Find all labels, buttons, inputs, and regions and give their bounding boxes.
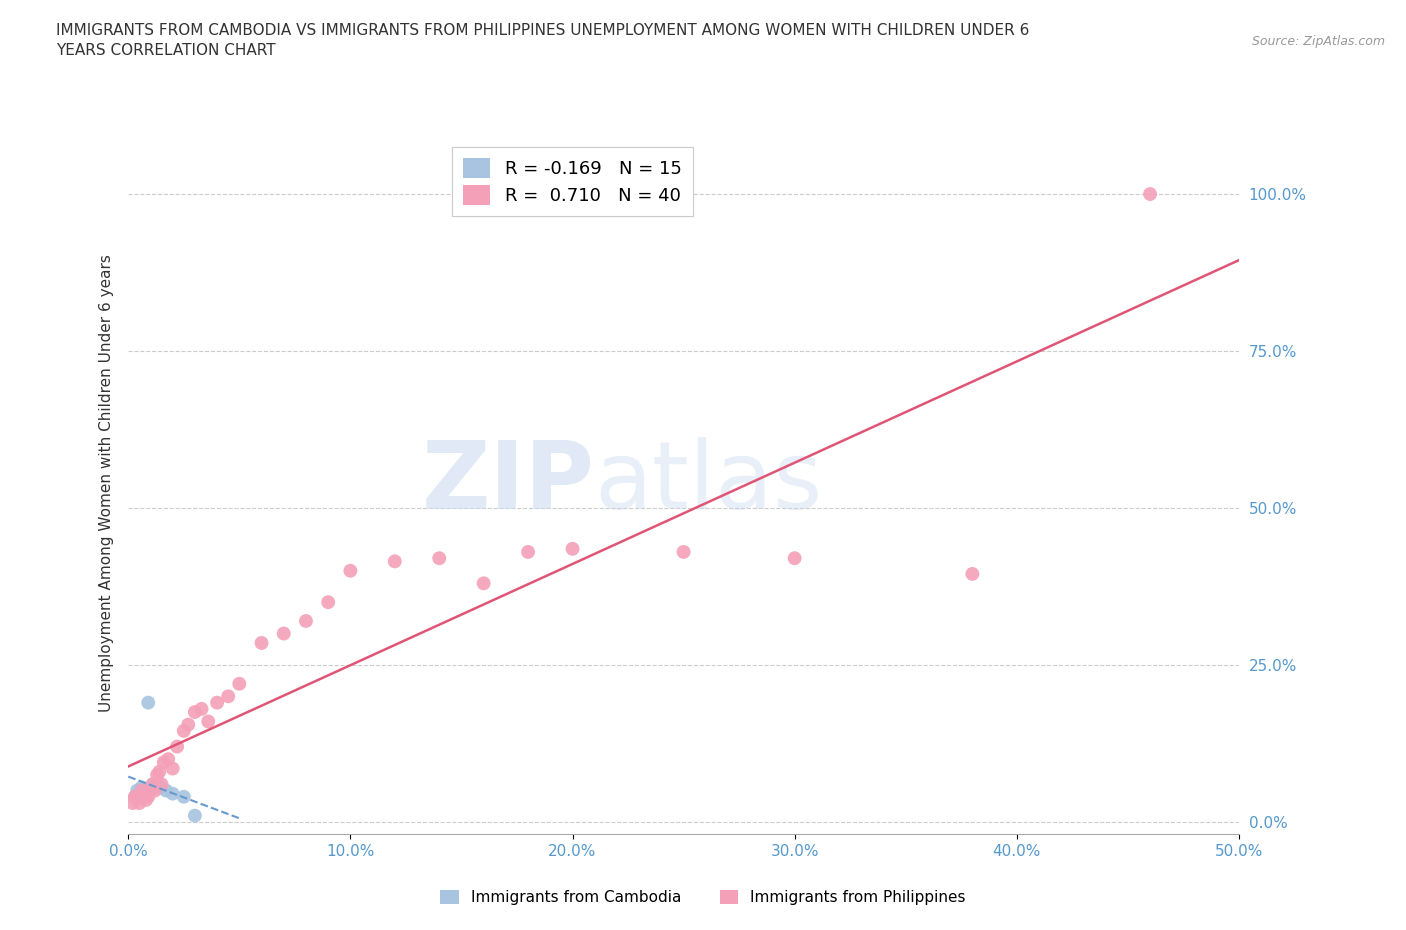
Point	[128, 796, 150, 811]
Point	[146, 777, 169, 791]
Point	[316, 594, 339, 609]
Point	[132, 790, 155, 804]
Text: Source: ZipAtlas.com: Source: ZipAtlas.com	[1251, 35, 1385, 48]
Point	[250, 635, 273, 650]
Point	[132, 783, 155, 798]
Point	[127, 783, 149, 798]
Point	[962, 566, 984, 581]
Point	[228, 676, 250, 691]
Point	[121, 796, 143, 811]
Point	[139, 783, 162, 798]
Text: atlas: atlas	[595, 437, 823, 529]
Point	[150, 777, 173, 791]
Point	[190, 701, 212, 716]
Point	[131, 780, 153, 795]
Point	[162, 786, 184, 801]
Point	[197, 714, 219, 729]
Text: IMMIGRANTS FROM CAMBODIA VS IMMIGRANTS FROM PHILIPPINES UNEMPLOYMENT AMONG WOMEN: IMMIGRANTS FROM CAMBODIA VS IMMIGRANTS F…	[56, 23, 1029, 58]
Point	[152, 755, 174, 770]
Point	[1139, 187, 1161, 202]
Point	[131, 783, 153, 798]
Point	[517, 544, 540, 559]
Point	[173, 724, 195, 738]
Point	[783, 551, 806, 565]
Point	[177, 717, 200, 732]
Point	[157, 751, 180, 766]
Text: ZIP: ZIP	[422, 437, 595, 529]
Point	[142, 777, 165, 791]
Point	[136, 696, 159, 711]
Point	[162, 761, 184, 776]
Point	[139, 783, 162, 798]
Point	[150, 780, 173, 795]
Point	[184, 705, 207, 720]
Point	[127, 790, 149, 804]
Point	[124, 790, 146, 804]
Point	[155, 783, 177, 798]
Point	[148, 764, 170, 779]
Legend: Immigrants from Cambodia, Immigrants from Philippines: Immigrants from Cambodia, Immigrants fro…	[434, 884, 972, 911]
Point	[146, 767, 169, 782]
Point	[143, 783, 166, 798]
Point	[295, 614, 318, 629]
Point	[561, 541, 583, 556]
Point	[339, 564, 361, 578]
Legend: R = -0.169   N = 15, R =  0.710   N = 40: R = -0.169 N = 15, R = 0.710 N = 40	[453, 147, 693, 216]
Point	[672, 544, 695, 559]
Point	[217, 689, 239, 704]
Point	[142, 777, 165, 791]
Point	[205, 696, 228, 711]
Point	[472, 576, 495, 591]
Point	[135, 792, 157, 807]
Point	[384, 554, 406, 569]
Point	[166, 739, 188, 754]
Point	[184, 808, 207, 823]
Point	[427, 551, 450, 565]
Point	[135, 786, 157, 801]
Point	[128, 790, 150, 804]
Y-axis label: Unemployment Among Women with Children Under 6 years: Unemployment Among Women with Children U…	[100, 254, 114, 711]
Point	[136, 790, 159, 804]
Point	[273, 626, 295, 641]
Point	[173, 790, 195, 804]
Point	[124, 790, 146, 804]
